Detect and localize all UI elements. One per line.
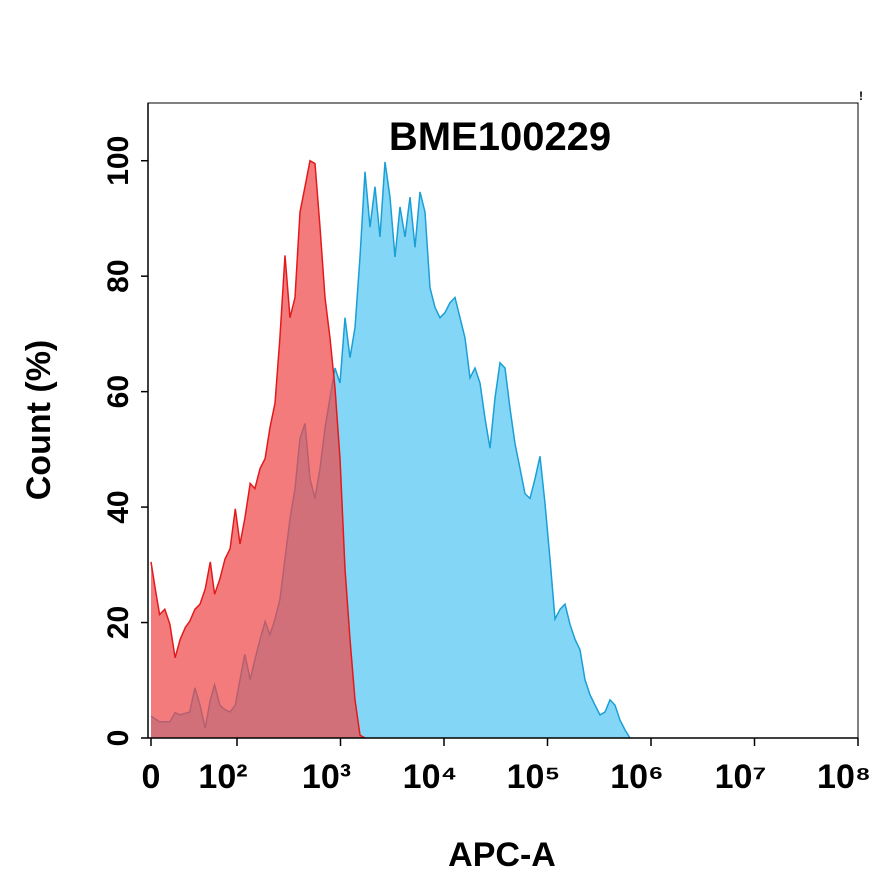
y-tick-label: 100: [102, 136, 135, 186]
x-tick-label: 10⁶: [610, 758, 663, 796]
y-tick-label: 40: [102, 490, 135, 523]
y-tick-label: 20: [102, 606, 135, 639]
y-axis-label: Count (%): [20, 340, 58, 501]
series-line: [150, 159, 366, 739]
x-tick-label: 10³: [302, 758, 351, 796]
x-tick-label: 10⁸: [817, 758, 871, 796]
corner-mark: !: [859, 89, 863, 103]
area-fill: [151, 160, 365, 738]
x-tick-label: 10⁷: [715, 758, 767, 796]
y-tick-label: 0: [102, 730, 135, 747]
x-axis-label: APC-A: [448, 836, 556, 874]
chart-title: BME100229: [389, 115, 611, 159]
x-tick-label: 10⁵: [507, 758, 561, 796]
x-tick-label: 10²: [198, 758, 247, 796]
x-tick-label: 10⁴: [403, 758, 458, 796]
y-tick-label: 80: [102, 259, 135, 292]
x-tick-label: 0: [142, 758, 161, 796]
area-fill: [151, 161, 630, 738]
y-tick-label: 60: [102, 375, 135, 408]
